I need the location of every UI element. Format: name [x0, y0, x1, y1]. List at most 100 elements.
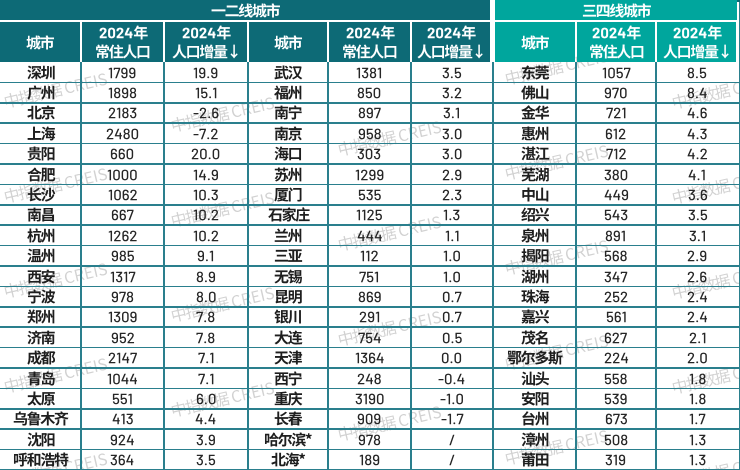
increase-cell: 3.1 — [656, 225, 739, 245]
increase-cell: 1.7 — [656, 409, 739, 429]
city-cell: 揭阳 — [493, 246, 576, 266]
city-cell: 芜湖 — [493, 164, 576, 184]
population-cell: 1057 — [576, 62, 656, 82]
grid-line — [0, 346, 740, 349]
section-header-tier-3-4: 三四线城市 — [495, 0, 737, 21]
city-cell: 东莞 — [493, 62, 576, 82]
city-cell: 鄂尔多斯 — [493, 348, 576, 368]
population-cell: 535 — [328, 184, 411, 204]
city-cell: 哈尔滨* — [248, 429, 328, 449]
city-cell: 惠州 — [493, 123, 576, 143]
population-cell: 1125 — [328, 205, 411, 225]
population-cell: 551 — [81, 388, 164, 408]
grid-line — [0, 81, 740, 84]
increase-cell: 1.3 — [656, 429, 739, 449]
population-cell: 667 — [81, 205, 164, 225]
grid-line — [0, 468, 740, 470]
column-header-pop-g2: 2024年常住人口 — [329, 22, 410, 62]
city-cell: 漳州 — [493, 429, 576, 449]
city-cell: 台州 — [493, 409, 576, 429]
population-cell: 112 — [328, 246, 411, 266]
city-cell: 茂名 — [493, 327, 576, 347]
population-cell: 627 — [576, 327, 656, 347]
population-cell: 539 — [576, 388, 656, 408]
increase-cell: 3.5 — [411, 62, 493, 82]
city-cell: 深圳 — [0, 62, 81, 82]
population-cell: 568 — [576, 246, 656, 266]
grid-line — [0, 285, 740, 288]
city-cell: 长春 — [248, 409, 328, 429]
grid-line — [0, 102, 740, 104]
grid-line — [163, 62, 165, 470]
grid-line — [0, 244, 740, 247]
increase-cell: 7.1 — [164, 368, 248, 388]
increase-cell: 3.9 — [164, 429, 248, 449]
increase-cell: 1.0 — [411, 266, 493, 286]
population-cell: 508 — [576, 429, 656, 449]
increase-cell: 3.2 — [411, 82, 493, 102]
increase-cell: 20.0 — [164, 144, 248, 164]
city-cell: 海口 — [248, 144, 328, 164]
increase-cell: 3.1 — [411, 103, 493, 123]
increase-cell: 9.1 — [164, 246, 248, 266]
population-cell: 1262 — [81, 225, 164, 245]
population-cell: 909 — [328, 409, 411, 429]
increase-cell: 19.9 — [164, 62, 248, 82]
city-cell: 三亚 — [248, 246, 328, 266]
population-cell: 612 — [576, 123, 656, 143]
city-cell: 南昌 — [0, 205, 81, 225]
city-cell: 贵阳 — [0, 144, 81, 164]
population-cell: 364 — [81, 450, 164, 470]
city-cell: 北京 — [0, 103, 81, 123]
city-cell: 呼和浩特 — [0, 450, 81, 470]
increase-cell: 2.4 — [656, 286, 739, 306]
grid-line — [0, 265, 740, 267]
increase-cell: 14.9 — [164, 164, 248, 184]
city-cell: 昆明 — [248, 286, 328, 306]
city-cell: 济南 — [0, 327, 81, 347]
grid-line — [0, 448, 740, 451]
population-cell: 2480 — [81, 123, 164, 143]
increase-cell: 3.6 — [656, 184, 739, 204]
city-cell: 佛山 — [493, 82, 576, 102]
increase-cell: 7.8 — [164, 327, 248, 347]
grid-line — [0, 163, 740, 165]
population-cell: 1000 — [81, 164, 164, 184]
population-cell: 1799 — [81, 62, 164, 82]
city-cell: 兰州 — [248, 225, 328, 245]
city-cell: 上海 — [0, 123, 81, 143]
city-cell: 合肥 — [0, 164, 81, 184]
grid-line — [0, 387, 740, 390]
population-cell: 952 — [81, 327, 164, 347]
grid-line — [0, 183, 740, 186]
grid-line — [0, 306, 740, 308]
increase-cell: 4.1 — [656, 164, 739, 184]
city-cell: 银川 — [248, 307, 328, 327]
city-cell: 温州 — [0, 246, 81, 266]
population-cell: 558 — [576, 368, 656, 388]
increase-cell: -1.7 — [411, 409, 493, 429]
increase-cell: 8.5 — [656, 62, 739, 82]
column-header-inc-g1: 2024年人口增量↓ — [165, 22, 247, 62]
column-header-city-g1: 城市 — [0, 22, 80, 62]
population-cell: 985 — [81, 246, 164, 266]
population-cell: 252 — [576, 286, 656, 306]
city-cell: 汕头 — [493, 368, 576, 388]
city-cell: 安阳 — [493, 388, 576, 408]
city-cell: 无锡 — [248, 266, 328, 286]
grid-line — [0, 326, 740, 328]
increase-cell: 1.0 — [411, 246, 493, 266]
increase-cell: 7.1 — [164, 348, 248, 368]
city-cell: 宁波 — [0, 286, 81, 306]
increase-cell: 2.9 — [656, 246, 739, 266]
population-cell: 291 — [328, 307, 411, 327]
grid-line — [410, 62, 412, 470]
increase-cell: 1.1 — [411, 225, 493, 245]
population-cell: 1299 — [328, 164, 411, 184]
population-cell: 189 — [328, 450, 411, 470]
grid-line — [247, 62, 249, 470]
population-cell: 1309 — [81, 307, 164, 327]
increase-cell: 15.1 — [164, 82, 248, 102]
